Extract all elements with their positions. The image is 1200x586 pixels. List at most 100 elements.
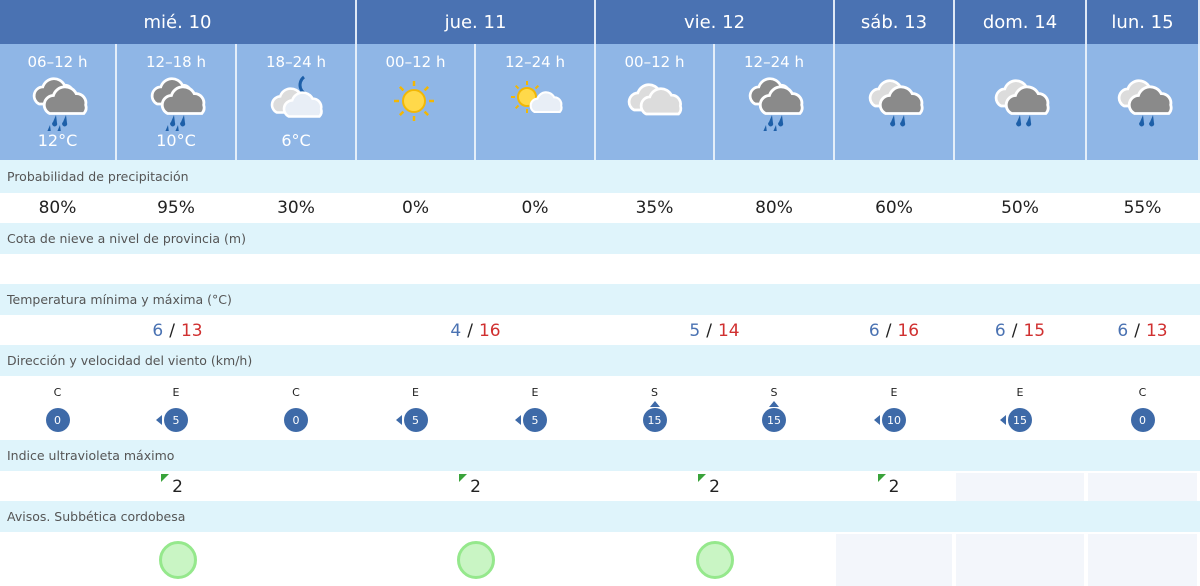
period-cell: 00–12 h <box>357 44 476 160</box>
wind-speed-badge: 0 <box>1130 408 1155 432</box>
temp-min: 6 <box>994 321 1006 341</box>
wind-speed-badge: 5 <box>515 408 547 432</box>
snow-cell <box>597 256 712 284</box>
uv-value: 2 <box>172 477 183 497</box>
wind-speed-badge: 15 <box>762 401 786 432</box>
precip-value: 60% <box>875 198 913 218</box>
wind-speed: 15 <box>767 413 781 427</box>
row-label-uv: Indice ultravioleta máximo <box>0 440 1200 471</box>
wind-direction: C <box>292 386 300 399</box>
day-label: vie. 12 <box>683 11 746 33</box>
wind-speed: 5 <box>172 413 180 427</box>
uv-cell <box>1088 473 1197 501</box>
precip-cell: 95% <box>118 195 234 221</box>
wind-direction: E <box>412 386 419 399</box>
period-label: 00–12 h <box>385 53 446 71</box>
light-rain-cloud-icon <box>1087 71 1198 131</box>
precip-value: 30% <box>277 198 315 218</box>
row-label-warnings: Avisos. Subbética cordobesa <box>0 501 1200 532</box>
uv-level-icon <box>698 474 707 482</box>
period-cell: 12–18 h 10°C <box>117 44 237 160</box>
day-header-1[interactable]: jue. 11 <box>357 0 596 44</box>
row-label-precip: Probabilidad de precipitación <box>0 160 1200 193</box>
uv-cell <box>956 473 1084 501</box>
wind-direction: C <box>1138 386 1147 399</box>
temp-cell: 6/16 <box>836 317 952 345</box>
temp-min: 5 <box>689 321 701 341</box>
temp-separator: / <box>706 321 712 341</box>
warnings-cell <box>836 534 952 586</box>
period-label <box>835 53 953 71</box>
day-header-4[interactable]: dom. 14 <box>955 0 1087 44</box>
day-label: lun. 15 <box>1111 11 1174 33</box>
wind-arrow-icon <box>874 415 880 425</box>
day-header-0[interactable]: mié. 10 <box>0 0 357 44</box>
temp-max: 16 <box>478 321 501 341</box>
uv-index: 2 <box>459 474 481 497</box>
temp-min: 6 <box>1117 321 1129 341</box>
temp-max: 13 <box>1145 321 1168 341</box>
wind-speed: 15 <box>1013 413 1027 427</box>
precip-value: 0% <box>402 198 429 218</box>
period-label: 12–24 h <box>744 53 804 71</box>
precip-value: 0% <box>521 198 549 218</box>
light-rain-cloud-icon <box>835 71 953 131</box>
wind-cell: E 10 <box>836 378 952 440</box>
snow-cell <box>238 256 354 284</box>
warning-green-icon[interactable] <box>456 541 495 579</box>
precip-value: 50% <box>1001 198 1039 218</box>
uv-cell: 2 <box>836 473 952 501</box>
temp-separator: / <box>1011 321 1018 341</box>
period-label <box>1087 53 1198 71</box>
day-header-2[interactable]: vie. 12 <box>596 0 835 44</box>
period-temp: 6°C <box>281 131 311 150</box>
wind-cell: E 15 <box>956 378 1084 440</box>
row-label-snow: Cota de nieve a nivel de provincia (m) <box>0 223 1200 254</box>
period-cell <box>1087 44 1200 160</box>
cloud-icon <box>596 71 713 131</box>
temp-separator: / <box>1134 321 1140 341</box>
period-cell: 18–24 h 6°C <box>237 44 357 160</box>
uv-cell: 2 <box>1 473 354 501</box>
temp-cell: 4/16 <box>358 317 593 345</box>
precip-value: 95% <box>157 198 195 218</box>
wind-cell: S 15 <box>597 378 712 440</box>
uv-level-icon <box>459 474 468 482</box>
period-cell: 00–12 h <box>596 44 715 160</box>
period-label <box>955 53 1085 71</box>
day-header-5[interactable]: lun. 15 <box>1087 0 1200 44</box>
day-label: jue. 11 <box>444 11 507 33</box>
period-cell <box>955 44 1087 160</box>
wind-direction: E <box>531 386 539 399</box>
uv-cell: 2 <box>358 473 593 501</box>
wind-direction: S <box>770 386 778 399</box>
temp-max: 14 <box>717 321 740 341</box>
day-header-3[interactable]: sáb. 13 <box>835 0 955 44</box>
wind-direction: S <box>651 386 658 399</box>
row-label-wind: Dirección y velocidad del viento (km/h) <box>0 345 1200 376</box>
warning-green-icon[interactable] <box>695 541 734 579</box>
day-label: mié. 10 <box>143 11 212 33</box>
temp-cell: 6/13 <box>1 317 354 345</box>
warning-green-icon[interactable] <box>158 541 197 579</box>
precip-value: 55% <box>1123 198 1162 218</box>
row-label-temp: Temperatura mínima y máxima (°C) <box>0 284 1200 315</box>
temp-cell: 6/13 <box>1088 317 1197 345</box>
row-label: Dirección y velocidad del viento (km/h) <box>7 353 253 368</box>
wind-speed-badge: 15 <box>642 401 667 432</box>
temp-min: 4 <box>450 321 462 341</box>
temp-separator: / <box>169 321 175 341</box>
temp-cell: 6/15 <box>956 317 1084 345</box>
snow-cell <box>836 256 952 284</box>
rain-cloud-icon <box>715 71 833 131</box>
period-label: 06–12 h <box>27 53 88 71</box>
wind-direction: C <box>53 386 62 399</box>
row-label: Cota de nieve a nivel de provincia (m) <box>7 231 246 246</box>
warnings-cell <box>956 534 1084 586</box>
rain-cloud-icon <box>0 71 115 131</box>
